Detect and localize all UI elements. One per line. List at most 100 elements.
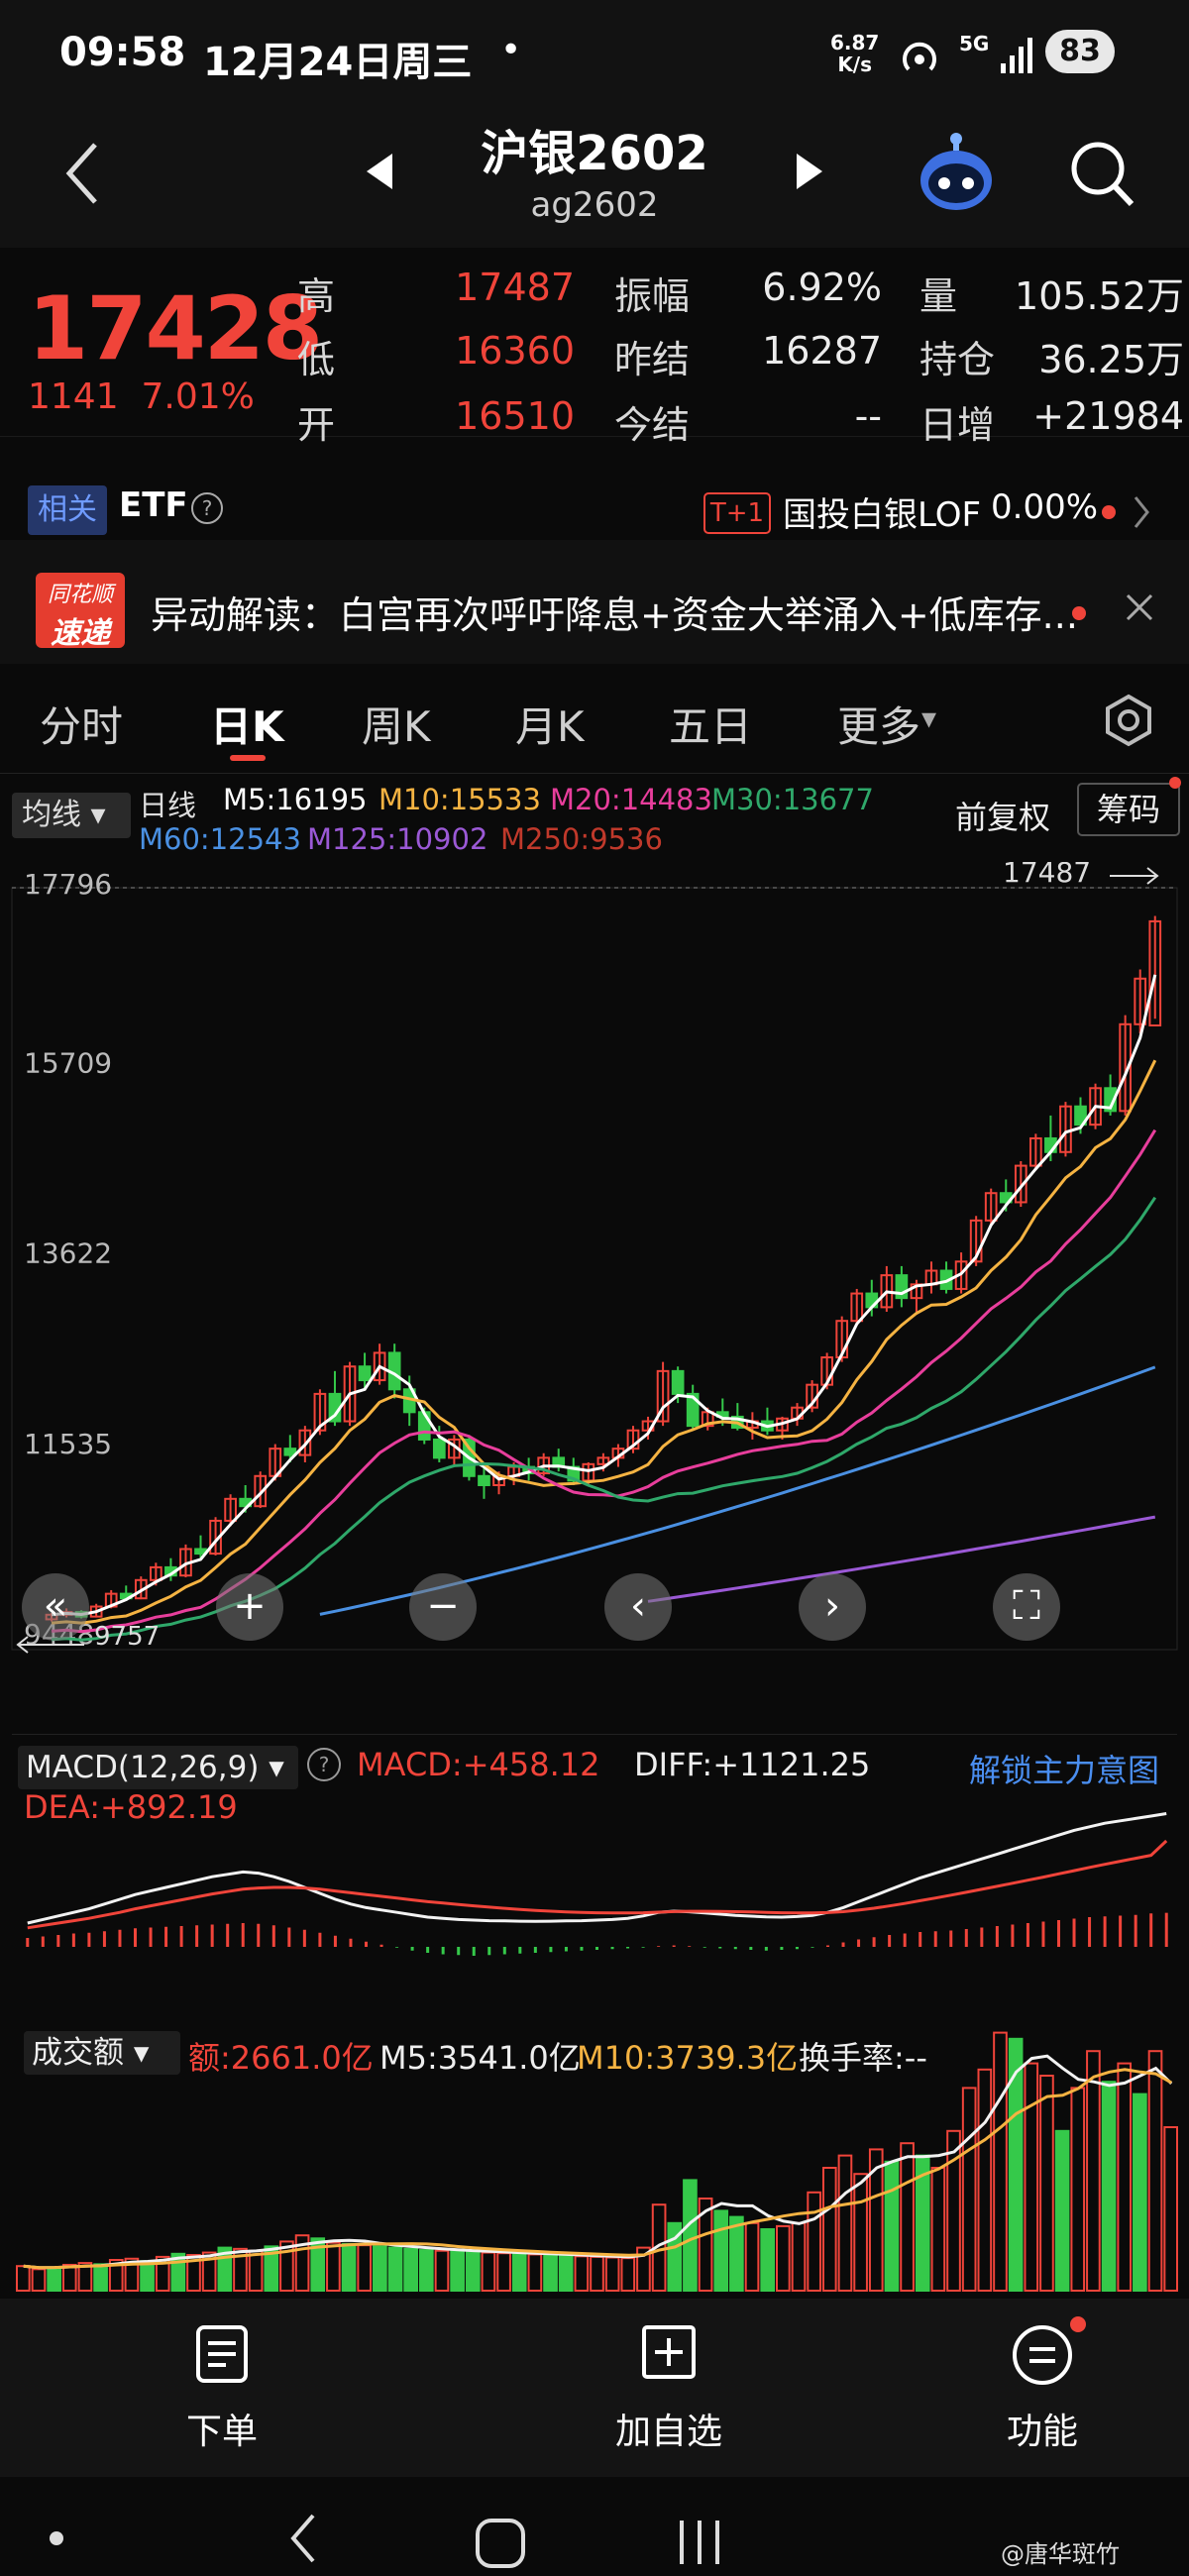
volume-bar xyxy=(683,2179,698,2292)
chart-nav-button-4[interactable]: › xyxy=(799,1573,866,1641)
volume-bar xyxy=(574,2255,590,2292)
chart-nav-button-2[interactable]: − xyxy=(409,1573,477,1641)
volume-bar xyxy=(201,2251,217,2292)
help-icon[interactable]: ? xyxy=(191,492,223,524)
order-icon[interactable] xyxy=(194,2323,250,2385)
volume-chart xyxy=(16,2031,1179,2293)
candle xyxy=(313,1392,327,1432)
settings-icon[interactable] xyxy=(1102,694,1155,747)
volume-bar xyxy=(326,2241,341,2292)
menu-icon[interactable] xyxy=(1011,2323,1074,2387)
candle xyxy=(671,1369,685,1395)
macd-divider xyxy=(12,1734,1177,1735)
volume-selector[interactable]: 成交额 ▾ xyxy=(24,2031,180,2075)
tab-2[interactable]: 周K xyxy=(362,702,431,751)
ma-item: M5:16195 xyxy=(223,783,368,816)
volume-bar xyxy=(31,2268,47,2293)
news-banner[interactable] xyxy=(0,540,1189,664)
order-button[interactable]: 下单 xyxy=(185,2412,258,2452)
volume-bar xyxy=(1024,2062,1039,2292)
prev-contract-icon[interactable] xyxy=(365,152,394,191)
tab-5[interactable]: 更多 xyxy=(837,702,921,751)
diff-line xyxy=(27,1812,1167,1925)
nav-home-icon[interactable] xyxy=(474,2517,527,2570)
volume-bar xyxy=(993,2031,1008,2292)
volume-bar xyxy=(1117,2062,1133,2292)
function-button[interactable]: 功能 xyxy=(1006,2412,1078,2452)
price-change: 1141 7.01% xyxy=(28,376,255,417)
search-icon[interactable] xyxy=(1070,139,1135,208)
macd-selector[interactable]: MACD(12,26,9) ▾ xyxy=(18,1746,298,1789)
quote-field-value: 16287 xyxy=(762,329,882,373)
candle xyxy=(686,1392,700,1428)
volume-bar xyxy=(403,2247,418,2292)
volume-bar xyxy=(465,2250,481,2293)
watermark: @唐华斑竹 xyxy=(1001,2540,1120,2568)
last-price: 17428 xyxy=(28,277,323,379)
back-icon[interactable] xyxy=(61,139,101,208)
quote-field-value: 17487 xyxy=(455,266,575,309)
volume-bar xyxy=(1163,2126,1179,2292)
candle xyxy=(895,1274,909,1300)
chart-nav-button-1[interactable]: + xyxy=(216,1573,283,1641)
volume-bar xyxy=(744,2221,760,2292)
volume-bar xyxy=(1133,2093,1147,2292)
tab-0[interactable]: 分时 xyxy=(40,702,124,751)
chevron-right-icon[interactable] xyxy=(1132,495,1151,529)
volume-bar xyxy=(47,2266,61,2293)
add-watch-button[interactable]: 加自选 xyxy=(614,2412,722,2452)
volume-bar xyxy=(264,2245,279,2292)
add-watch-icon[interactable] xyxy=(640,2323,698,2381)
volume-bar xyxy=(620,2257,636,2292)
amount-m5-line xyxy=(23,2054,1173,2270)
volume-bar xyxy=(977,2068,993,2292)
volume-bar xyxy=(558,2254,574,2293)
battery-indicator: 83 xyxy=(1045,30,1115,73)
macd-help-icon[interactable]: ? xyxy=(307,1748,341,1781)
unlock-link[interactable]: 解锁主力意图 xyxy=(969,1752,1160,1789)
quote-field-value: 16360 xyxy=(455,329,575,373)
hotspot-icon xyxy=(903,42,936,71)
candle xyxy=(343,1365,357,1423)
max-arrow-icon xyxy=(1110,867,1159,885)
chart-nav-button-5[interactable]: ⛶ xyxy=(993,1573,1060,1641)
quote-field-label: 低 xyxy=(297,338,336,381)
tab-4[interactable]: 五日 xyxy=(669,702,753,751)
ma-line-M5 xyxy=(51,974,1157,1617)
news-text[interactable]: 异动解读：白宫再次呼吁降息+资金大举涌入+低库存... xyxy=(151,593,1078,637)
active-tab-indicator xyxy=(230,755,266,761)
dea-value: DEA:+892.19 xyxy=(24,1788,238,1826)
ma-item: M250:9536 xyxy=(500,822,663,856)
chips-button[interactable]: 筹码 xyxy=(1077,783,1180,836)
tab-3[interactable]: 月K xyxy=(515,702,585,751)
candle xyxy=(298,1429,312,1456)
candle xyxy=(150,1565,162,1581)
y-tick-label: 17796 xyxy=(24,868,112,901)
nav-recents-icon[interactable] xyxy=(674,2517,725,2568)
dea-line xyxy=(27,1839,1168,1930)
etf-label[interactable]: ETF xyxy=(119,485,188,525)
nav-back-icon[interactable] xyxy=(287,2512,317,2565)
robot-assistant-icon[interactable] xyxy=(917,129,996,218)
volume-bar xyxy=(729,2215,744,2293)
status-bar: 09:58 12月24日周三 • 6.87 K/s 5G 83 xyxy=(0,0,1189,114)
quote-field-value: -- xyxy=(854,394,882,438)
amount-m10: M10:3739.3亿 xyxy=(577,2039,799,2077)
chart-nav-button-3[interactable]: ‹ xyxy=(604,1573,672,1641)
close-icon[interactable] xyxy=(1125,592,1154,622)
fund-name[interactable]: 国投白银LOF xyxy=(783,495,982,535)
ma-selector[interactable]: 均线 ▾ xyxy=(12,793,131,838)
tplus-badge: T+1 xyxy=(703,492,771,534)
kline-chart[interactable]: 1779615709136221153594481748797572025-09… xyxy=(0,862,1189,1655)
tab-1[interactable]: 日K xyxy=(210,702,284,751)
adjust-button[interactable]: 前复权 xyxy=(955,799,1051,836)
macd-value: MACD:+458.12 xyxy=(357,1746,600,1783)
volume-bar xyxy=(373,2245,387,2292)
volume-bar xyxy=(481,2251,496,2292)
next-contract-icon[interactable] xyxy=(795,152,824,191)
volume-bar xyxy=(527,2253,543,2292)
chart-nav-button-0[interactable]: « xyxy=(22,1573,89,1641)
quote-field-label: 高 xyxy=(297,274,336,318)
volume-bar xyxy=(776,2224,791,2292)
system-nav-bar xyxy=(0,2477,1189,2576)
